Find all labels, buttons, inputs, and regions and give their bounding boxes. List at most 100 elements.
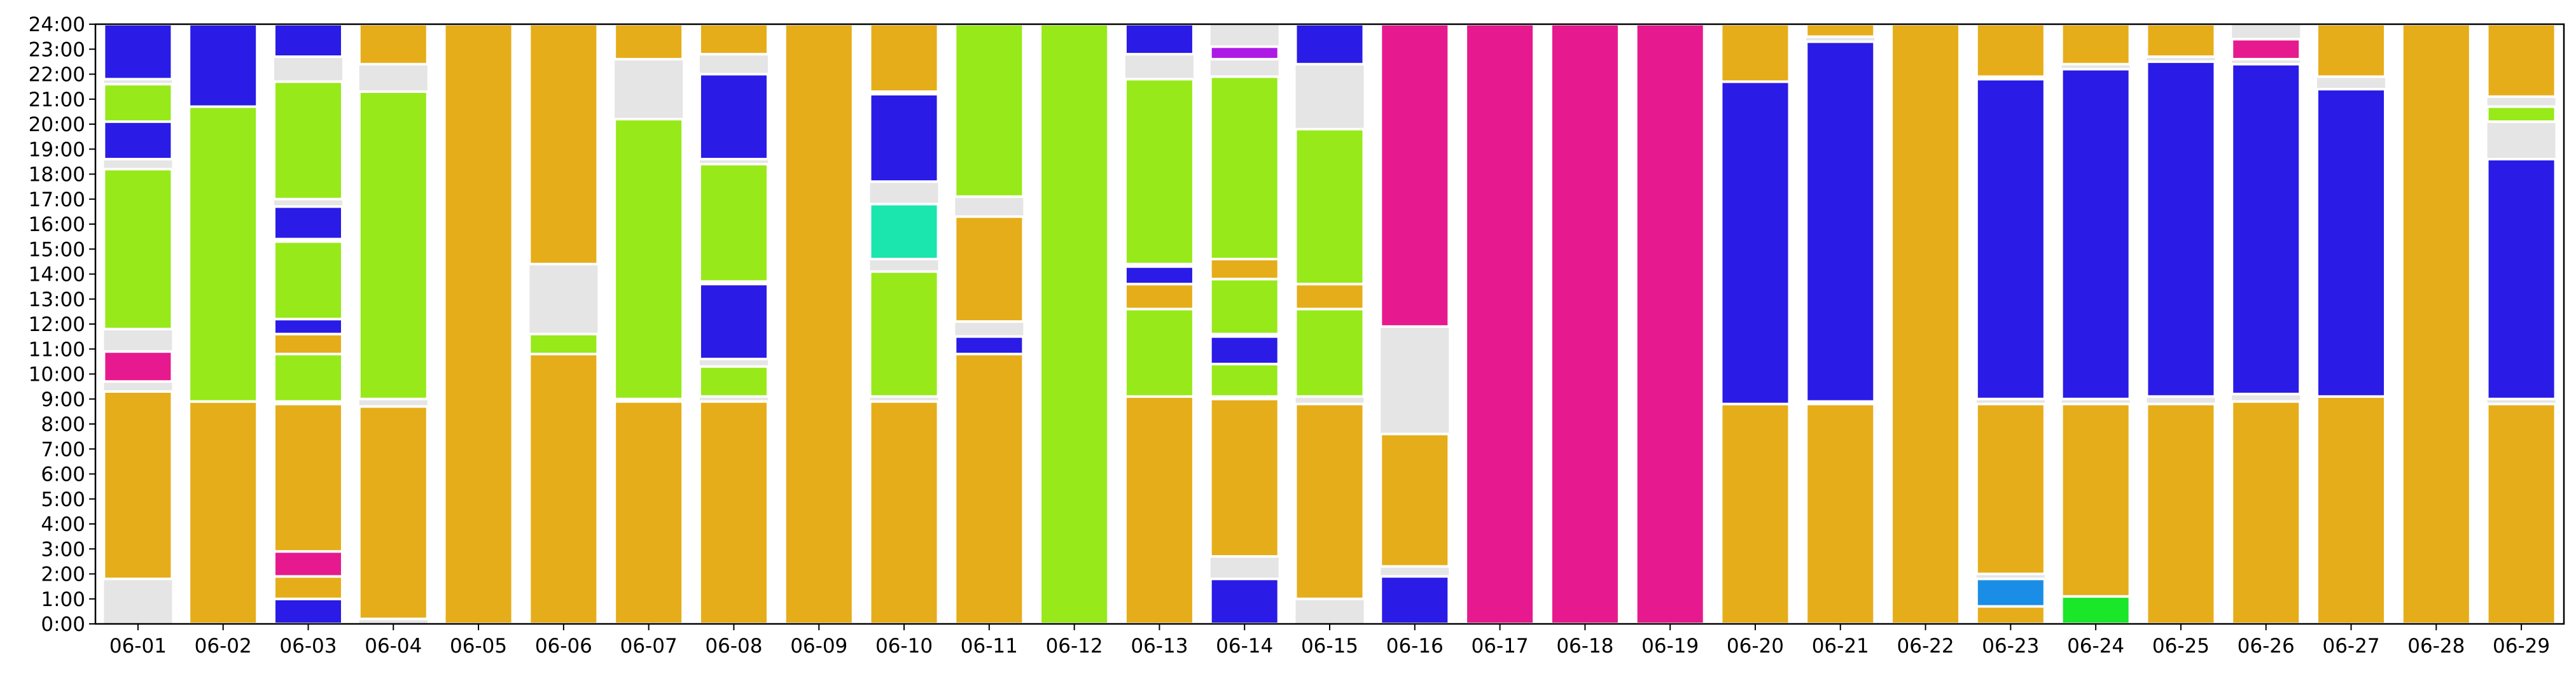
activity-segment bbox=[272, 575, 344, 600]
activity-segment bbox=[272, 402, 344, 553]
activity-segment bbox=[2231, 38, 2302, 60]
activity-segment bbox=[783, 23, 854, 625]
activity-segment bbox=[272, 332, 344, 356]
activity-segment bbox=[2486, 402, 2557, 625]
activity-segment bbox=[272, 353, 344, 403]
activity-segment bbox=[1294, 307, 1365, 398]
activity-segment bbox=[102, 350, 174, 383]
activity-segment bbox=[613, 400, 685, 625]
x-tick-label: 06-26 bbox=[2238, 635, 2295, 658]
x-tick-label: 06-01 bbox=[109, 635, 167, 658]
y-tick-label: 21:00 bbox=[29, 88, 85, 111]
activity-segment bbox=[698, 400, 769, 625]
activity-segment bbox=[2060, 23, 2131, 66]
activity-segment bbox=[1549, 23, 1620, 625]
activity-segment bbox=[1634, 23, 1706, 625]
activity-segment bbox=[1209, 335, 1280, 365]
y-tick-label: 11:00 bbox=[29, 338, 85, 361]
x-tick-label: 06-02 bbox=[195, 635, 252, 658]
activity-segment bbox=[1720, 23, 1791, 83]
activity-segment bbox=[188, 23, 259, 108]
activity-segment bbox=[102, 83, 174, 124]
activity-segment bbox=[1209, 257, 1280, 281]
y-tick-label: 19:00 bbox=[29, 138, 85, 161]
x-tick-label: 06-18 bbox=[1556, 635, 1613, 658]
x-tick-label: 06-12 bbox=[1046, 635, 1103, 658]
activity-segment bbox=[443, 23, 514, 625]
x-tick-label: 06-23 bbox=[1982, 635, 2039, 658]
y-tick-label: 24:00 bbox=[29, 13, 85, 36]
activity-segment bbox=[1805, 40, 1876, 403]
activity-segment bbox=[2231, 400, 2302, 625]
x-tick-label: 06-03 bbox=[279, 635, 337, 658]
activity-segment bbox=[2316, 88, 2387, 398]
activity-segment bbox=[2060, 595, 2131, 626]
x-tick-label: 06-21 bbox=[1812, 635, 1869, 658]
activity-segment bbox=[1124, 283, 1195, 311]
activity-segment bbox=[1209, 577, 1280, 625]
activity-segment bbox=[1379, 23, 1451, 328]
activity-segment bbox=[1465, 23, 1536, 625]
activity-segment bbox=[1379, 575, 1451, 625]
x-tick-label: 06-06 bbox=[535, 635, 592, 658]
x-tick-label: 06-20 bbox=[1727, 635, 1784, 658]
activity-segment bbox=[272, 597, 344, 625]
y-tick-label: 22:00 bbox=[29, 64, 85, 87]
activity-segment bbox=[698, 365, 769, 398]
activity-segment bbox=[1124, 395, 1195, 625]
activity-segment bbox=[954, 335, 1025, 356]
activity-segment bbox=[868, 270, 940, 398]
activity-segment bbox=[1209, 397, 1280, 558]
activity-segment bbox=[1805, 23, 1876, 38]
y-tick-label: 17:00 bbox=[29, 188, 85, 211]
activity-segment bbox=[2400, 23, 2472, 625]
y-tick-label: 4:00 bbox=[41, 513, 85, 536]
activity-segment bbox=[1209, 45, 1280, 60]
activity-segment bbox=[698, 162, 769, 283]
activity-segment bbox=[954, 215, 1025, 323]
x-tick-label: 06-11 bbox=[961, 635, 1018, 658]
activity-segment bbox=[1294, 23, 1365, 66]
x-tick-label: 06-22 bbox=[1897, 635, 1954, 658]
activity-segment bbox=[2060, 402, 2131, 598]
activity-segment bbox=[1975, 402, 2046, 576]
x-tick-label: 06-29 bbox=[2493, 635, 2550, 658]
activity-segment bbox=[358, 23, 429, 66]
x-tick-label: 06-24 bbox=[2067, 635, 2124, 658]
activity-segment bbox=[1720, 402, 1791, 625]
activity-segment bbox=[358, 90, 429, 400]
activity-segment bbox=[1975, 78, 2046, 400]
y-tick-label: 20:00 bbox=[29, 113, 85, 136]
x-tick-label: 06-13 bbox=[1131, 635, 1188, 658]
y-tick-label: 18:00 bbox=[29, 164, 85, 187]
activity-segment bbox=[272, 23, 344, 59]
activity-segment bbox=[1294, 283, 1365, 311]
y-tick-label: 5:00 bbox=[41, 488, 85, 511]
activity-segment bbox=[272, 318, 344, 335]
y-tick-label: 2:00 bbox=[41, 563, 85, 586]
activity-segment bbox=[1890, 23, 1961, 625]
activity-segment bbox=[1294, 127, 1365, 286]
activity-segment bbox=[528, 353, 599, 625]
x-tick-label: 06-10 bbox=[875, 635, 933, 658]
activity-segment bbox=[102, 23, 174, 81]
activity-segment bbox=[188, 400, 259, 625]
activity-segment bbox=[528, 23, 599, 265]
activity-segment bbox=[1209, 75, 1280, 260]
y-tick-label: 10:00 bbox=[29, 364, 85, 386]
activity-segment bbox=[613, 118, 685, 400]
x-tick-label: 06-17 bbox=[1472, 635, 1529, 658]
activity-segment bbox=[1124, 23, 1195, 56]
activity-segment bbox=[1294, 402, 1365, 600]
activity-segment bbox=[1975, 577, 2046, 608]
y-tick-label: 14:00 bbox=[29, 264, 85, 286]
activity-segment bbox=[868, 202, 940, 260]
activity-segment bbox=[698, 283, 769, 360]
y-tick-label: 13:00 bbox=[29, 288, 85, 311]
y-tick-label: 8:00 bbox=[41, 413, 85, 436]
activity-segment bbox=[698, 23, 769, 56]
activity-segment bbox=[2060, 67, 2131, 400]
x-tick-label: 06-27 bbox=[2322, 635, 2379, 658]
activity-segment bbox=[2316, 23, 2387, 78]
